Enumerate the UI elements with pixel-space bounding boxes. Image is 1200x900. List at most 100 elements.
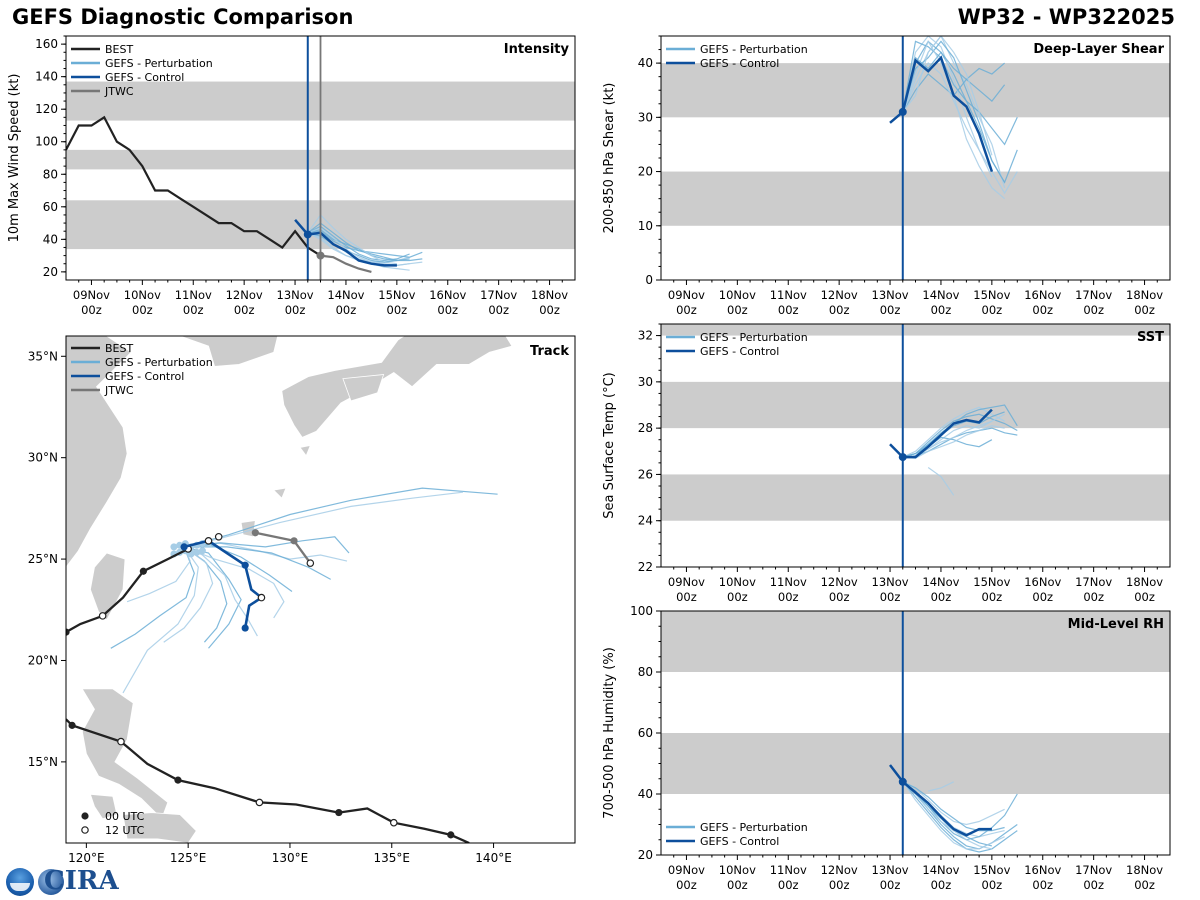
x-tick-date: 09Nov [668,288,705,302]
x-tick-date: 11Nov [770,575,807,589]
shear-panel: 01020304009Nov00z10Nov00z11Nov00z12Nov00… [602,35,1171,317]
perturbation-member-line [902,427,1018,458]
x-tick-hour: 00z [676,303,697,317]
axes-frame [65,335,576,844]
perturbation-member-line [307,232,410,263]
lat-tick-label: 20°N [28,653,58,667]
perturbation-track [110,546,195,649]
perturbation-member-line [902,425,1005,459]
map-area [66,336,513,843]
perturbation-member-line [307,222,398,262]
x-tick-date: 17Nov [480,288,517,302]
y-tick-label: 30 [638,110,653,124]
legend-label: GEFS - Perturbation [105,57,213,70]
jtwc-track-00utc-point [290,537,298,545]
storm-id-label: WP32 - WP322025 [957,5,1175,29]
x-tick-date: 09Nov [73,288,110,302]
best-track-south-line [66,718,470,843]
x-tick-date: 12Nov [821,288,858,302]
y-tick-label: 80 [638,665,653,679]
perturbation-member-line [927,467,955,496]
lat-tick-label: 35°N [28,349,58,363]
control-init-point [898,453,907,462]
legend-label: GEFS - Control [700,835,779,848]
perturbation-member-line [902,781,993,850]
legend-label: GEFS - Perturbation [700,331,808,344]
legend-label: BEST [105,43,133,56]
threshold-band [661,611,1170,672]
legend-label: JTWC [104,384,134,397]
x-tick-hour: 00z [1134,878,1155,892]
legend-label: JTWC [104,85,134,98]
x-tick-date: 13Nov [872,863,909,877]
y-tick-label: 22 [638,560,653,574]
y-tick-label: 32 [638,329,653,343]
y-tick-label: 28 [638,421,653,435]
control-track-00utc-point [241,624,249,632]
y-tick-label: 40 [638,787,653,801]
x-tick-date: 10Nov [719,575,756,589]
panel-title: Intensity [504,42,570,57]
perturbation-member-line [902,40,1018,146]
control-track-00utc-point [180,543,188,551]
x-tick-date: 11Nov [770,863,807,877]
land-ryukyu-2 [272,487,287,499]
lat-tick-label: 25°N [28,552,58,566]
x-tick-hour: 00z [982,878,1003,892]
land-mindoro [89,793,118,820]
intensity-panel: 2040608010012014016009Nov00z10Nov00z11No… [7,35,576,317]
y-tick-label: 26 [638,467,653,481]
x-tick-hour: 00z [880,878,901,892]
control-track-12utc-point [204,537,213,545]
x-tick-date: 09Nov [668,863,705,877]
land-visayas [122,812,197,843]
legend-label: 12 UTC [105,824,145,837]
perturbation-track [126,546,191,603]
legend-12utc-marker [81,826,89,834]
legend-label: 00 UTC [105,810,145,823]
control-track-00utc-point [241,561,249,569]
x-tick-hour: 00z [285,303,306,317]
x-tick-date: 09Nov [668,575,705,589]
land-shikoku [342,374,385,402]
y-tick-label: 10 [638,219,653,233]
x-tick-hour: 00z [234,303,255,317]
lon-tick-label: 125°E [170,851,207,865]
x-tick-hour: 00z [727,590,748,604]
x-tick-hour: 00z [676,590,697,604]
jtwc-track-line [255,531,312,564]
y-tick-label: 40 [43,232,58,246]
plot-area [889,36,1018,200]
x-tick-hour: 00z [829,590,850,604]
plot-area [889,764,1018,853]
legend-label: GEFS - Control [105,71,184,84]
y-tick-label: 20 [638,165,653,179]
x-tick-hour: 00z [1083,878,1104,892]
x-tick-date: 15Nov [973,288,1010,302]
x-tick-hour: 00z [1083,303,1104,317]
x-tick-date: 10Nov [124,288,161,302]
best-track-south-00utc-point [68,721,76,729]
lon-tick-label: 130°E [272,851,309,865]
x-tick-date: 14Nov [922,288,959,302]
panel-title: SST [1137,330,1164,345]
panel-title: Deep-Layer Shear [1033,42,1164,57]
jtwc-12utc-point [214,532,223,541]
threshold-band [661,324,1170,336]
y-tick-label: 0 [645,273,653,287]
control-init-point [898,777,907,786]
x-tick-date: 18Nov [1126,863,1163,877]
lat-tick-label: 15°N [28,755,58,769]
perturbation-member-line [902,411,1005,458]
y-tick-label: 60 [638,726,653,740]
best-track-12utc-point [98,612,107,620]
y-tick-label: 160 [35,37,58,51]
x-tick-hour: 00z [539,303,560,317]
land-ryukyu-3 [299,444,311,457]
y-tick-label: 24 [638,514,653,528]
perturbation-member-line [902,62,993,178]
figure-title: GEFS Diagnostic Comparison [12,5,354,29]
panel-title: Track [530,344,569,359]
threshold-band [661,733,1170,794]
perturbation-init-point [198,547,206,555]
